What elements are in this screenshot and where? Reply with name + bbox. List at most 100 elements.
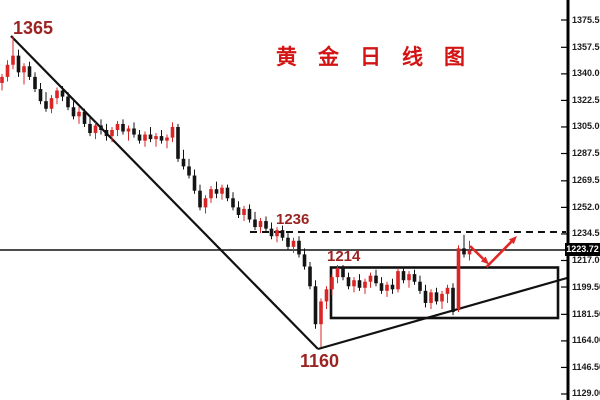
- axis-tick-label: 1217.00: [572, 254, 600, 265]
- candle-body-up: [11, 55, 15, 65]
- axis-tick-label: 1322.50: [572, 94, 600, 105]
- candle-body-up: [110, 129, 114, 137]
- candle-body-down: [33, 76, 37, 90]
- candle-body-up: [445, 287, 450, 294]
- candle-body-up: [467, 250, 472, 255]
- candle-body-down: [346, 277, 351, 287]
- candle-body-up: [396, 271, 400, 290]
- candle-body-down: [159, 136, 164, 141]
- candle-body-down: [176, 126, 180, 159]
- downtrend-line: [10, 35, 319, 350]
- candle-body-down: [38, 89, 43, 102]
- candle-body-up: [363, 281, 367, 288]
- candle-body-down: [286, 237, 290, 247]
- candle-body-up: [154, 136, 158, 140]
- candle-body-down: [148, 134, 153, 140]
- candle-body-down: [16, 55, 21, 73]
- candle-body-down: [434, 292, 439, 302]
- axis-tick-label: 1199.50: [572, 281, 600, 292]
- candle-body-down: [66, 96, 70, 108]
- candle-body-up: [275, 230, 279, 237]
- candle-body-down: [88, 123, 92, 134]
- axis-tick-label: 1164.00: [572, 335, 600, 346]
- uptrend-line: [317, 276, 568, 351]
- candle-body-down: [214, 189, 219, 194]
- candle-body-down: [379, 283, 384, 291]
- candle-body-down: [462, 248, 466, 255]
- candle-body-down: [27, 66, 32, 77]
- candle-body-up: [407, 274, 411, 281]
- candle-body-down: [423, 290, 428, 303]
- pullback-arrow-shaft: [469, 245, 485, 260]
- candle-body-up: [170, 126, 175, 138]
- axis-tick-label: 1375.50: [572, 14, 600, 25]
- candle-body-up: [0, 76, 4, 83]
- candle-body-down: [247, 208, 252, 220]
- candle-body-up: [203, 198, 208, 208]
- candle-body-up: [77, 111, 81, 117]
- axis-tick-label: 1269.50: [572, 175, 600, 186]
- consolidation-box: [329, 266, 560, 320]
- candle-body-down: [44, 101, 48, 109]
- candle-body-up: [5, 64, 10, 77]
- candle-body-up: [22, 66, 26, 73]
- peak-price-label: 1365: [13, 18, 54, 38]
- candle-body-up: [335, 268, 340, 278]
- swing-low-price-label: 1160: [300, 351, 340, 371]
- candle-body-up: [324, 289, 329, 302]
- candle-body-up: [143, 134, 147, 141]
- candle-body-down: [451, 287, 455, 313]
- candle-body-down: [82, 111, 87, 124]
- candle-body-down: [198, 190, 202, 208]
- candle-body-down: [121, 123, 125, 132]
- candle-body-up: [115, 123, 120, 130]
- price-axis-line: [566, 0, 570, 400]
- candle-body-down: [297, 240, 301, 255]
- rally-arrow-head: [508, 236, 517, 245]
- candle-body-down: [390, 284, 395, 290]
- candle-body-down: [231, 198, 235, 208]
- candle-body-down: [192, 175, 197, 191]
- candle-body-up: [330, 277, 334, 290]
- candle-body-down: [357, 280, 362, 288]
- candle-body-down: [187, 166, 191, 176]
- candle-body-up: [440, 293, 444, 302]
- axis-tick-label: 1305.00: [572, 121, 600, 132]
- axis-tick-label: 1234.50: [572, 228, 600, 239]
- candle-body-down: [236, 207, 241, 215]
- axis-tick-label: 1340.00: [572, 68, 600, 79]
- candle-body-down: [374, 275, 378, 284]
- resistance-price-label: 1236: [276, 211, 310, 228]
- candle-body-down: [181, 158, 186, 167]
- candle-body-down: [269, 228, 274, 237]
- candle-body-up: [385, 284, 389, 291]
- candle-body-up: [456, 248, 461, 310]
- candle-body-down: [137, 134, 142, 141]
- candle-body-down: [341, 268, 345, 278]
- candle-body-up: [258, 221, 263, 228]
- candle-body-down: [264, 221, 268, 229]
- axis-tick-label: 1146.50: [572, 361, 600, 372]
- candle-body-up: [291, 240, 296, 247]
- axis-tick-label: 1287.50: [572, 148, 600, 159]
- candle-body-down: [412, 274, 417, 282]
- candle-body-up: [126, 128, 131, 132]
- candle-body-up: [368, 275, 373, 282]
- candle-body-down: [99, 125, 103, 130]
- candle-body-up: [165, 137, 169, 141]
- candle-body-up: [352, 280, 356, 287]
- candle-body-up: [220, 187, 224, 194]
- axis-tick-label: 1181.50: [572, 308, 600, 319]
- candle-body-down: [308, 266, 312, 287]
- axis-tick-label: 1129.00: [572, 388, 600, 399]
- candle-body-up: [319, 301, 323, 325]
- candle-body-down: [71, 107, 76, 117]
- axis-tick-label: 1252.00: [572, 201, 600, 212]
- current-price-tag: 1223.72: [565, 243, 600, 256]
- candle-body-down: [132, 128, 136, 135]
- range-top-price-label: 1214: [327, 248, 361, 265]
- candle-body-down: [302, 254, 307, 267]
- candle-body-up: [49, 98, 54, 109]
- candle-body-down: [418, 281, 422, 291]
